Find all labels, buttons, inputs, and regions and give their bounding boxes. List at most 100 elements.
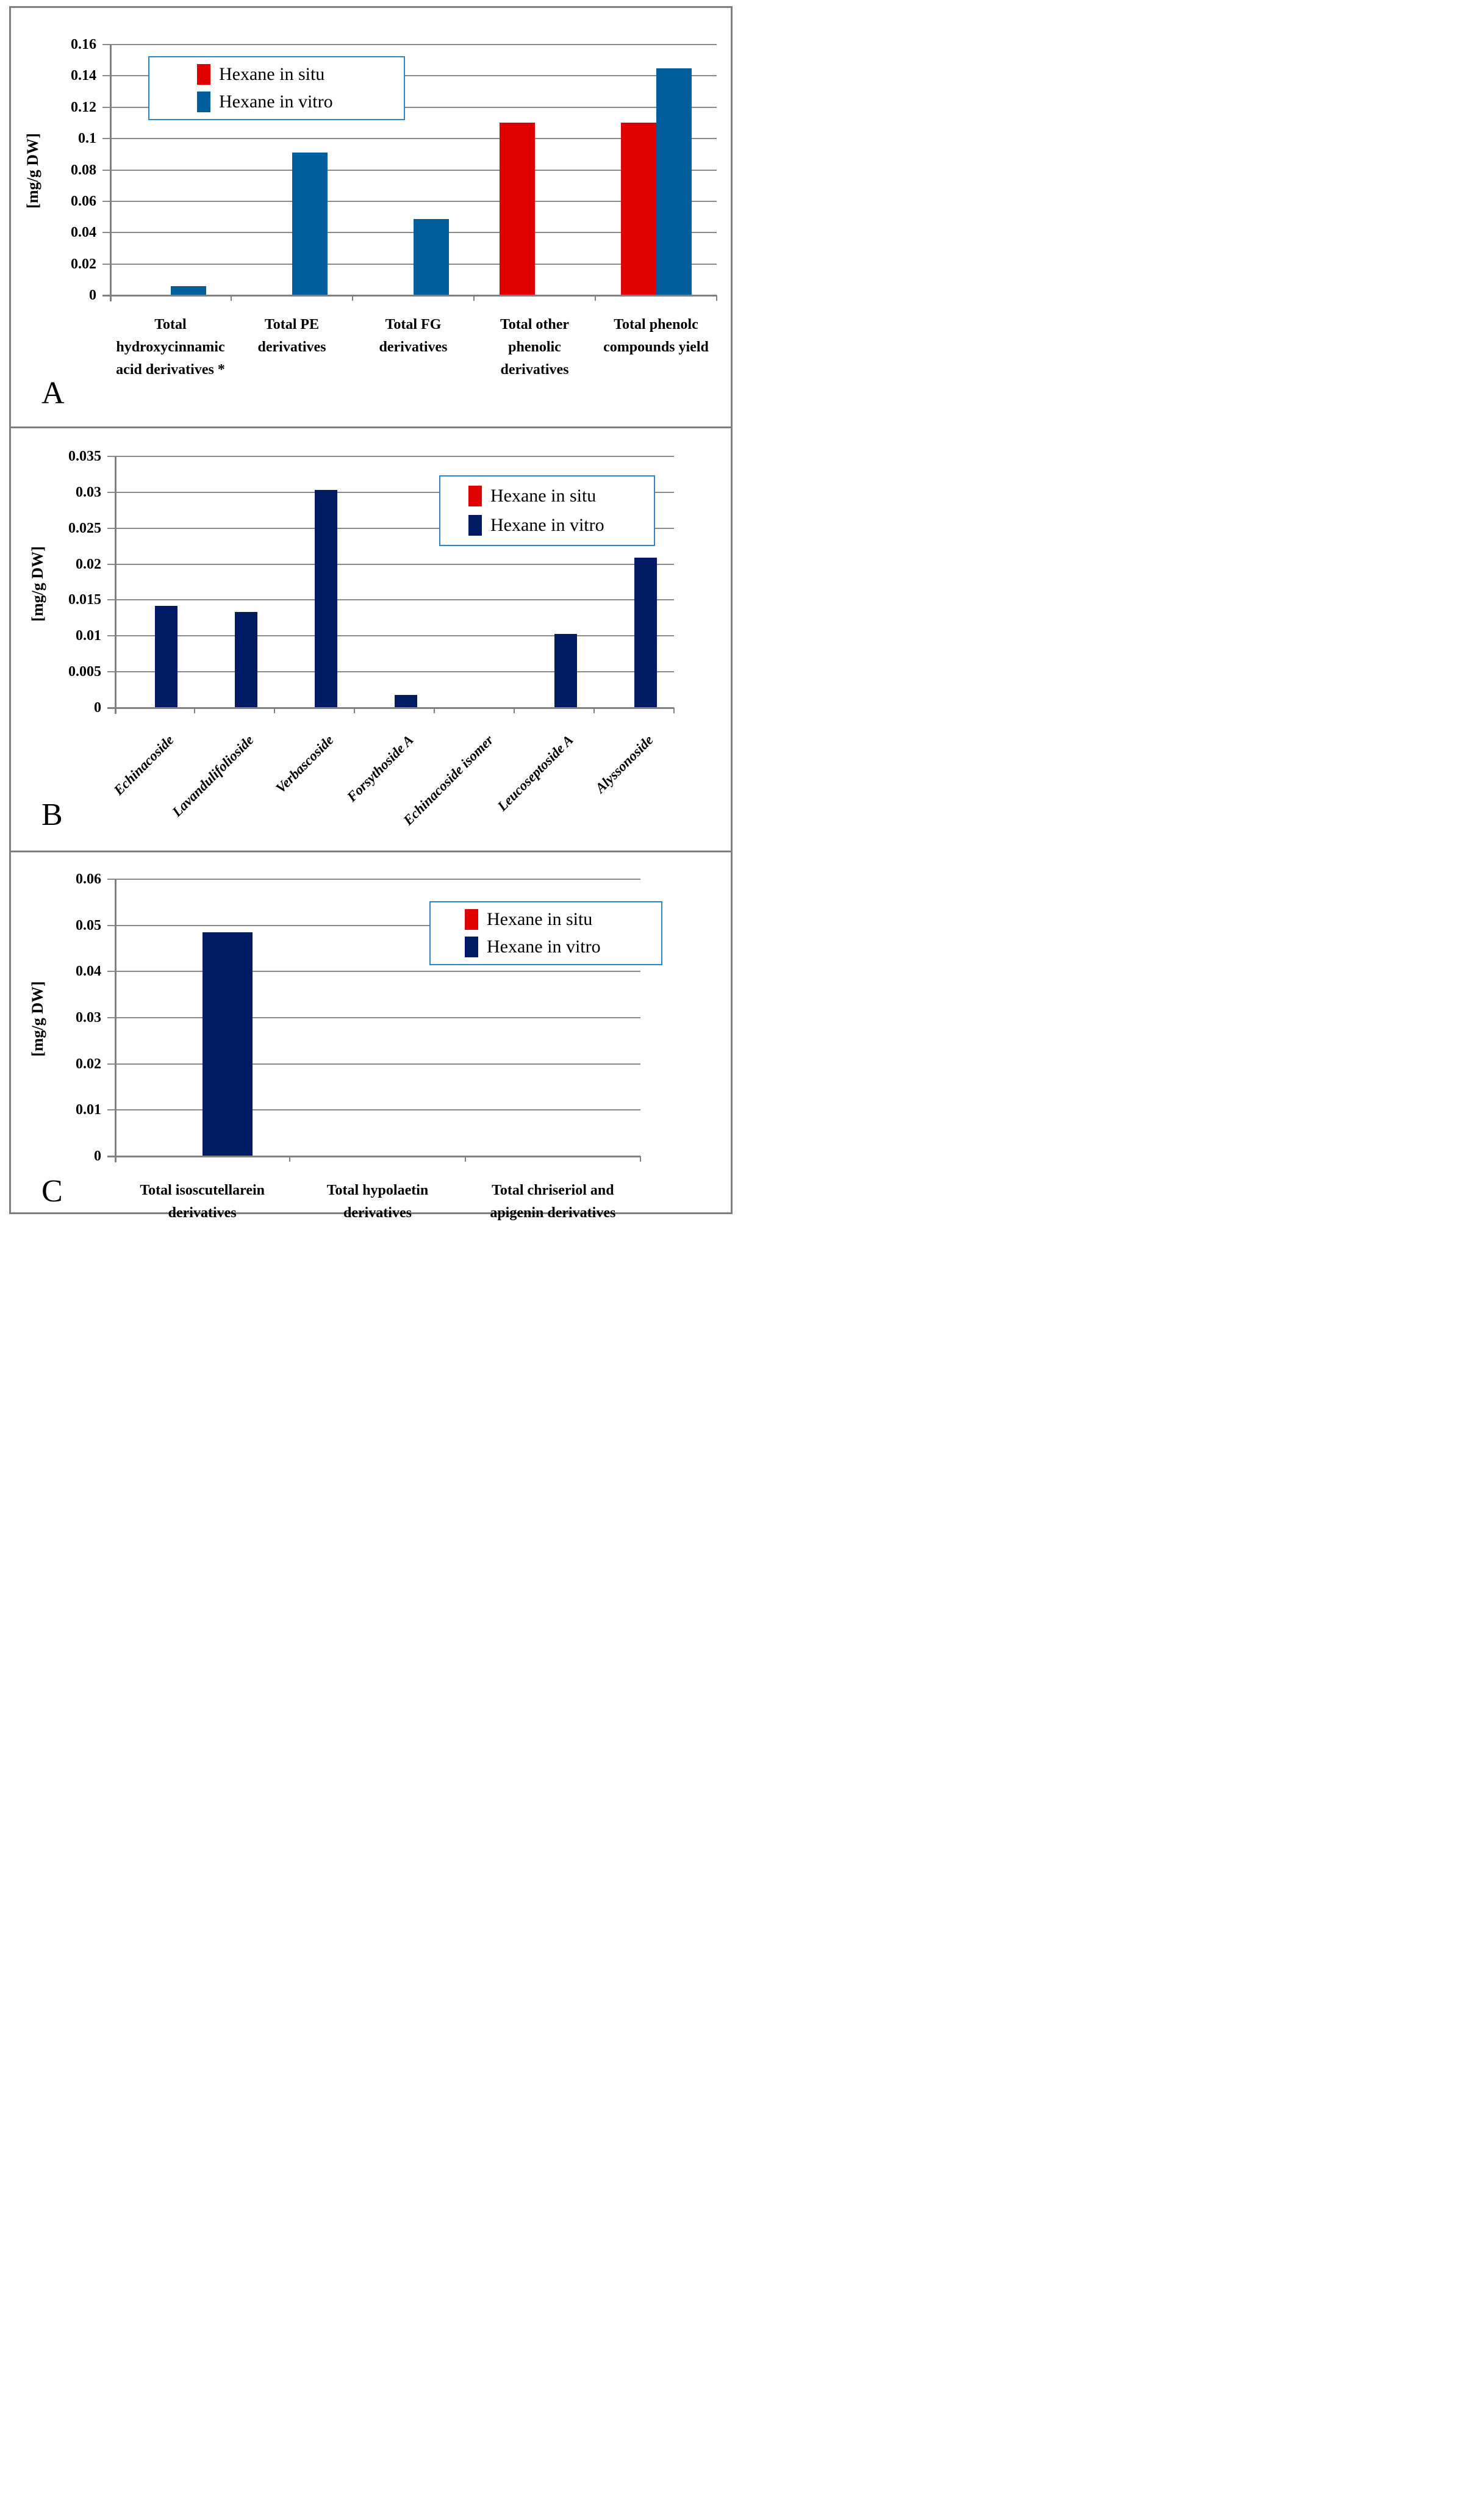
x-axis-baseline bbox=[107, 707, 674, 709]
category-label: Total isoscutellarein derivatives bbox=[140, 1182, 265, 1221]
x-axis-tick bbox=[464, 1156, 466, 1162]
panel-letter-b: B bbox=[41, 797, 63, 832]
y-tick-label: 0.06 bbox=[76, 871, 101, 887]
y-tick-label: 0.04 bbox=[76, 963, 101, 980]
legend-item: Hexane in vitro bbox=[465, 937, 661, 957]
y-tick-label: 0.02 bbox=[71, 256, 96, 272]
legend-swatch-icon bbox=[468, 515, 482, 536]
gridline bbox=[107, 527, 674, 529]
gridline bbox=[107, 879, 640, 880]
x-axis-tick bbox=[595, 295, 596, 301]
y-tick-label: 0.03 bbox=[76, 484, 101, 500]
y-tick-label: 0 bbox=[94, 700, 101, 716]
y-tick-label: 0.015 bbox=[68, 592, 101, 608]
panel-c: [mg/g DW] 0 0.01 0.02 0.03 0.04 0.05 0.06 Total… bbox=[11, 852, 731, 1221]
x-axis-tick bbox=[514, 708, 515, 713]
gridline bbox=[107, 924, 640, 926]
gridline bbox=[107, 971, 640, 973]
legend-c: Hexane in situ Hexane in vitro bbox=[429, 901, 662, 965]
bar-hexane-in-vitro bbox=[656, 68, 692, 295]
category-label: Forsythoside A bbox=[343, 732, 417, 805]
category-label: Echinacoside isomer bbox=[400, 732, 496, 829]
gridline bbox=[107, 1109, 640, 1111]
category-label: Alyssonoside bbox=[592, 732, 656, 796]
category-label: Total chriseriol and apigenin derivative… bbox=[490, 1182, 616, 1221]
category-label: Total PE derivatives bbox=[257, 317, 326, 356]
gridline bbox=[102, 106, 717, 108]
y-tick-label: 0.04 bbox=[71, 225, 96, 241]
legend-swatch-icon bbox=[465, 909, 478, 930]
y-tick-label: 0 bbox=[94, 1148, 101, 1164]
gridline bbox=[102, 44, 717, 45]
legend-swatch-icon bbox=[465, 937, 478, 957]
category-label: Total other phenolic derivatives bbox=[500, 317, 570, 378]
bar-hexane-in-vitro bbox=[234, 612, 257, 708]
category-label: Verbascoside bbox=[272, 732, 337, 796]
gridline bbox=[102, 138, 717, 140]
y-tick-label: 0.16 bbox=[71, 37, 96, 52]
bar-hexane-in-vitro bbox=[634, 557, 657, 708]
x-axis-tick bbox=[716, 295, 717, 301]
bar-hexane-in-vitro bbox=[170, 286, 206, 295]
gridline bbox=[102, 75, 717, 77]
x-axis-tick bbox=[289, 1156, 291, 1162]
legend-label: Hexane in situ bbox=[490, 485, 597, 506]
panel-letter-a: A bbox=[41, 376, 65, 411]
y-axis-title: [mg/g DW] bbox=[29, 981, 46, 1057]
legend-b: Hexane in situ Hexane in vitro bbox=[439, 475, 655, 546]
gridline bbox=[107, 456, 674, 457]
legend-label: Hexane in vitro bbox=[219, 92, 333, 112]
gridline bbox=[102, 200, 717, 202]
y-tick-label: 0.005 bbox=[68, 664, 101, 680]
panel-b: [mg/g DW] 0 0.005 0.01 0.015 0.02 0.025 0.03 0.… bbox=[11, 428, 731, 852]
bar-hexane-in-vitro bbox=[394, 694, 417, 708]
gridline bbox=[107, 563, 674, 565]
x-axis-baseline bbox=[107, 1156, 640, 1157]
y-tick-label: 0.02 bbox=[76, 556, 101, 572]
y-tick-label: 0.12 bbox=[71, 99, 96, 115]
legend-swatch-icon bbox=[197, 64, 210, 85]
legend-item: Hexane in situ bbox=[465, 909, 661, 930]
legend-a: Hexane in situ Hexane in vitro bbox=[148, 56, 405, 120]
category-label: Lavandulifolioside bbox=[168, 732, 257, 820]
x-axis-tick bbox=[473, 295, 475, 301]
legend-swatch-icon bbox=[468, 485, 482, 506]
x-axis-tick bbox=[593, 708, 595, 713]
y-tick-label: 0.01 bbox=[76, 1102, 101, 1118]
bar-hexane-in-vitro bbox=[314, 490, 337, 708]
y-axis-line bbox=[115, 456, 116, 714]
y-axis-line bbox=[115, 879, 116, 1162]
legend-label: Hexane in situ bbox=[219, 64, 325, 84]
category-label: Leucoseptoside A bbox=[494, 732, 576, 815]
y-tick-label: 0.14 bbox=[71, 68, 96, 84]
gridline bbox=[102, 263, 717, 265]
bar-hexane-in-vitro bbox=[202, 932, 253, 1156]
y-tick-label: 0.035 bbox=[68, 448, 101, 464]
y-axis-title: [mg/g DW] bbox=[24, 133, 41, 209]
category-label: Total hydroxycinnamic acid derivatives * bbox=[116, 317, 225, 378]
x-axis-tick bbox=[231, 295, 232, 301]
gridline bbox=[102, 232, 717, 234]
y-tick-label: 0.01 bbox=[76, 628, 101, 644]
y-tick-label: 0.05 bbox=[76, 917, 101, 934]
y-tick-label: 0 bbox=[89, 287, 96, 303]
gridline bbox=[107, 635, 674, 637]
legend-item: Hexane in vitro bbox=[468, 515, 654, 536]
bar-hexane-in-vitro bbox=[292, 153, 328, 295]
category-label: Total FG derivatives bbox=[379, 317, 448, 356]
legend-label: Hexane in situ bbox=[487, 909, 593, 929]
legend-item: Hexane in situ bbox=[468, 485, 654, 506]
y-tick-label: 0.1 bbox=[78, 131, 96, 147]
x-axis-tick bbox=[352, 295, 353, 301]
gridline bbox=[102, 169, 717, 171]
x-axis-tick bbox=[354, 708, 355, 713]
gridline bbox=[107, 1017, 640, 1018]
category-label: Total hypolaetin derivatives bbox=[326, 1182, 429, 1221]
x-axis-tick bbox=[640, 1156, 641, 1162]
bar-hexane-in-vitro bbox=[154, 605, 177, 708]
bar-hexane-in-situ bbox=[499, 123, 535, 295]
bar-hexane-in-situ bbox=[620, 123, 656, 295]
gridline bbox=[107, 1063, 640, 1065]
y-tick-label: 0.03 bbox=[76, 1010, 101, 1026]
y-axis-line bbox=[110, 45, 112, 301]
